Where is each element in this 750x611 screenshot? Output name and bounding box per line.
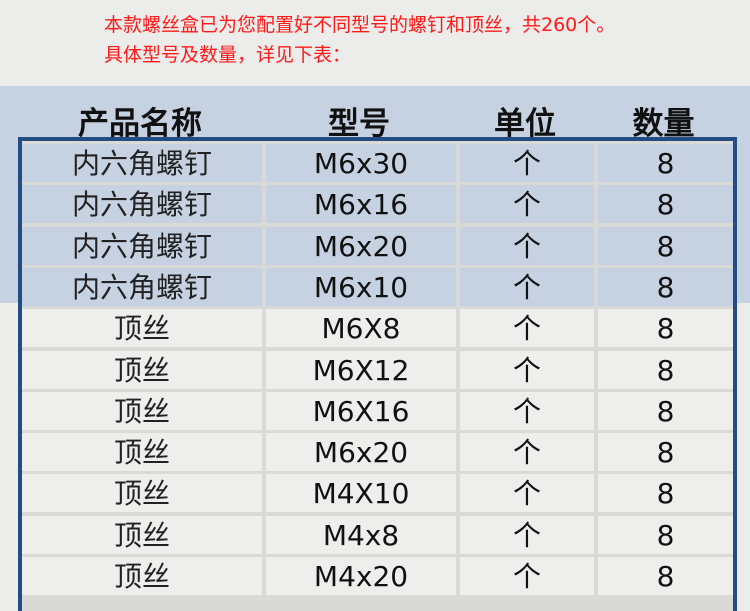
product-name-cell: 顶丝 [22,391,262,430]
table-row: 顶丝 M6X8 个 8 [22,309,733,348]
table-row: 内六角螺钉 M6x20 个 8 [22,226,733,265]
unit-cell: 个 [460,391,594,430]
unit-cell: 个 [460,185,594,224]
quantity-cell: 8 [598,515,733,554]
unit-cell: 个 [460,267,594,306]
model-cell: M6x16 [266,185,456,224]
quantity-cell: 8 [598,557,733,595]
product-name-cell: 顶丝 [22,309,262,348]
quantity-cell: 8 [598,391,733,430]
unit-cell: 个 [460,144,594,182]
intro-text: 本款螺丝盒已为您配置好不同型号的螺钉和顶丝，共260个。 具体型号及数量，详见下… [104,10,615,70]
unit-cell: 个 [460,309,594,348]
product-name-cell: 内六角螺钉 [22,185,262,224]
quantity-cell: 8 [598,267,733,306]
table-row: 内六角螺钉 M6x30 个 8 [22,144,733,182]
product-name-cell: 顶丝 [22,474,262,513]
unit-cell: 个 [460,226,594,265]
product-name-cell: 内六角螺钉 [22,226,262,265]
table-row: 顶丝 M6X16 个 8 [22,391,733,430]
table-row: 顶丝 M4x20 个 8 [22,557,733,595]
header-model: 型号 [328,106,390,142]
table-row: 顶丝 M6X12 个 8 [22,350,733,389]
product-name-cell: 顶丝 [22,515,262,554]
quantity-cell: 8 [598,226,733,265]
quantity-cell: 8 [598,350,733,389]
header-product-name: 产品名称 [78,106,202,142]
quantity-cell: 8 [598,474,733,513]
table-row: 顶丝 M4x8 个 8 [22,515,733,554]
model-cell: M6X16 [266,391,456,430]
model-cell: M4x20 [266,557,456,595]
quantity-cell: 8 [598,433,733,472]
product-name-cell: 顶丝 [22,350,262,389]
table-row: 内六角螺钉 M6x10 个 8 [22,267,733,306]
unit-cell: 个 [460,474,594,513]
model-cell: M6x30 [266,144,456,182]
quantity-cell: 8 [598,144,733,182]
model-cell: M6x20 [266,433,456,472]
table-row: 顶丝 M4X10 个 8 [22,474,733,513]
intro-line-2: 具体型号及数量，详见下表： [104,44,352,66]
model-cell: M4X10 [266,474,456,513]
unit-cell: 个 [460,557,594,595]
model-cell: M6X8 [266,309,456,348]
model-cell: M6x10 [266,267,456,306]
quantity-cell: 8 [598,309,733,348]
quantity-cell: 8 [598,185,733,224]
product-name-cell: 内六角螺钉 [22,144,262,182]
product-name-cell: 内六角螺钉 [22,267,262,306]
model-cell: M6X12 [266,350,456,389]
table-row: 内六角螺钉 M6x16 个 8 [22,185,733,224]
unit-cell: 个 [460,350,594,389]
product-name-cell: 顶丝 [22,433,262,472]
header-unit: 单位 [494,106,556,142]
product-name-cell: 顶丝 [22,557,262,595]
header-quantity: 数量 [632,106,695,142]
intro-line-1: 本款螺丝盒已为您配置好不同型号的螺钉和顶丝，共260个。 [104,14,616,36]
product-table: 内六角螺钉 M6x30 个 8 内六角螺钉 M6x16 个 8 内六角螺钉 M6x20 个 8 内六角螺… [18,137,737,611]
unit-cell: 个 [460,433,594,472]
unit-cell: 个 [460,515,594,554]
table-header: 产品名称 型号 单位 数量 [18,98,733,142]
table-row: 顶丝 M6x20 个 8 [22,433,733,472]
model-cell: M6x20 [266,226,456,265]
model-cell: M4x8 [266,515,456,554]
